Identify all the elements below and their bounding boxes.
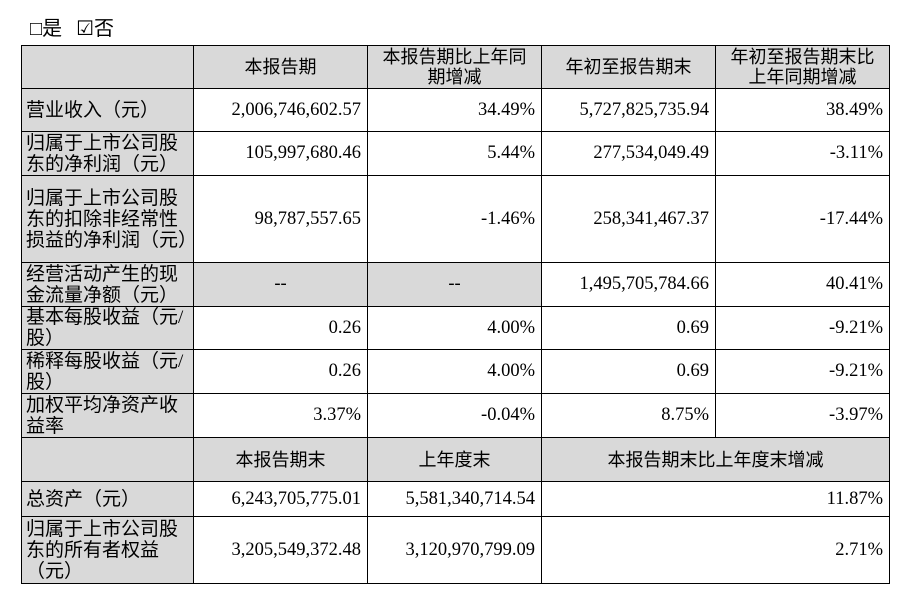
financial-table: 本报告期 本报告期比上年同期增减 年初至报告期末 年初至报告期末比上年同期增减 营业收入…: [21, 45, 890, 584]
table-cell: 归属于上市公司股东的净利润（元）: [21, 131, 194, 176]
table-cell: -17.44%: [715, 175, 890, 263]
table-cell: 0.69: [541, 349, 716, 394]
table-cell: 3,120,970,799.09: [367, 516, 542, 584]
table-cell: 经营活动产生的现金流量净额（元）: [21, 262, 194, 307]
table-cell: 4.00%: [367, 349, 542, 394]
table-cell: 2,006,746,602.57: [193, 88, 368, 132]
checkbox-yes[interactable]: □是: [30, 18, 63, 40]
table-cell: 基本每股收益（元/股）: [21, 306, 194, 350]
table-cell: 1,495,705,784.66: [541, 262, 716, 307]
data-row: 基本每股收益（元/股） 0.26 4.00% 0.69 -9.21%: [21, 306, 890, 350]
table-cell: 0.26: [193, 306, 368, 350]
data-row: 加权平均净资产收益率 3.37% -0.04% 8.75% -3.97%: [21, 393, 890, 438]
data-row: 归属于上市公司股东的扣除非经常性损益的净利润（元） 98,787,557.65 -1…: [21, 175, 890, 263]
table-cell: 稀释每股收益（元/股）: [21, 349, 194, 394]
table-cell: -9.21%: [715, 349, 890, 394]
header-row: 本报告期 本报告期比上年同期增减 年初至报告期末 年初至报告期末比上年同期增减: [21, 45, 890, 89]
header-row: 本报告期末 上年度末 本报告期末比上年度末增减: [21, 437, 890, 482]
table-cell: 8.75%: [541, 393, 716, 438]
table-cell: --: [367, 262, 542, 307]
table-cell: 4.00%: [367, 306, 542, 350]
table-cell: 277,534,049.49: [541, 131, 716, 176]
table-cell: [21, 437, 194, 482]
data-row: 归属于上市公司股东的净利润（元） 105,997,680.46 5.44% 277,5…: [21, 131, 890, 176]
table-cell: 年初至报告期末: [541, 45, 716, 89]
table-cell: 归属于上市公司股东的所有者权益（元）: [21, 516, 194, 584]
table-cell: -0.04%: [367, 393, 542, 438]
data-row: 总资产（元） 6,243,705,775.01 5,581,340,714.54 11…: [21, 481, 890, 517]
table-cell: 105,997,680.46: [193, 131, 368, 176]
table-cell: 归属于上市公司股东的扣除非经常性损益的净利润（元）: [21, 175, 194, 263]
table-cell: 11.87%: [541, 481, 890, 517]
table-cell: -1.46%: [367, 175, 542, 263]
table-cell: 40.41%: [715, 262, 890, 307]
table-cell: 2.71%: [541, 516, 890, 584]
table-cell: 本报告期比上年同期增减: [367, 45, 542, 89]
data-row: 经营活动产生的现金流量净额（元） -- -- 1,495,705,784.66 40.4…: [21, 262, 890, 307]
data-row: 归属于上市公司股东的所有者权益（元） 3,205,549,372.48 3,120,…: [21, 516, 890, 584]
table-cell: 5.44%: [367, 131, 542, 176]
table-cell: 本报告期末比上年度末增减: [541, 437, 890, 482]
table-cell: --: [193, 262, 368, 307]
table-cell: 0.69: [541, 306, 716, 350]
table-cell: [21, 45, 194, 89]
table-cell: 34.49%: [367, 88, 542, 132]
table-cell: 258,341,467.37: [541, 175, 716, 263]
table-cell: -3.11%: [715, 131, 890, 176]
table-cell: 38.49%: [715, 88, 890, 132]
checkbox-no[interactable]: ☑否: [76, 18, 115, 40]
table-cell: 6,243,705,775.01: [193, 481, 368, 517]
table-cell: 加权平均净资产收益率: [21, 393, 194, 438]
table-cell: 上年度末: [367, 437, 542, 482]
table-cell: 5,727,825,735.94: [541, 88, 716, 132]
table-cell: 本报告期: [193, 45, 368, 89]
table-cell: 3.37%: [193, 393, 368, 438]
table-cell: 本报告期末: [193, 437, 368, 482]
table-cell: 0.26: [193, 349, 368, 394]
table-cell: -3.97%: [715, 393, 890, 438]
table-cell: 年初至报告期末比上年同期增减: [715, 45, 890, 89]
table-cell: 3,205,549,372.48: [193, 516, 368, 584]
table-cell: -9.21%: [715, 306, 890, 350]
table-cell: 5,581,340,714.54: [367, 481, 542, 517]
table-cell: 总资产（元）: [21, 481, 194, 517]
data-row: 营业收入（元） 2,006,746,602.57 34.49% 5,727,825,7…: [21, 88, 890, 132]
table-cell: 98,787,557.65: [193, 175, 368, 263]
checkbox-line: □是 ☑否: [30, 12, 128, 41]
data-row: 稀释每股收益（元/股） 0.26 4.00% 0.69 -9.21%: [21, 349, 890, 394]
table-cell: 营业收入（元）: [21, 88, 194, 132]
